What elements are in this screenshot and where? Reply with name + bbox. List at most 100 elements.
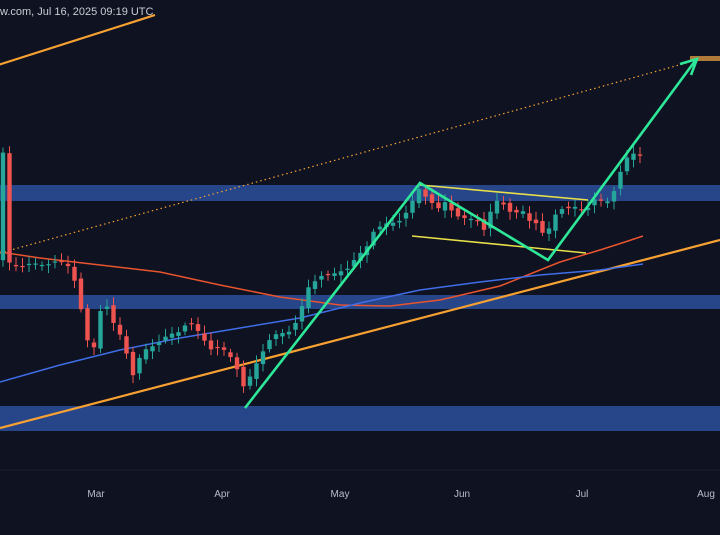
candle-body xyxy=(338,271,344,276)
candle-body xyxy=(442,202,448,211)
candle-body xyxy=(611,191,617,202)
price-zone xyxy=(0,295,720,309)
candle-body xyxy=(403,212,409,219)
candle-body xyxy=(7,153,12,263)
price-zone xyxy=(0,406,720,431)
candle-body xyxy=(59,260,64,263)
candle-body xyxy=(507,202,513,212)
x-tick-label: May xyxy=(331,489,350,500)
candle-body xyxy=(306,287,311,308)
support-resistance-zones xyxy=(0,185,720,431)
candle-body xyxy=(104,306,110,310)
candle-body xyxy=(423,189,428,197)
candle-body xyxy=(39,264,45,267)
projection-arrowhead xyxy=(679,57,700,76)
candle-body xyxy=(468,218,474,221)
target-price-marker xyxy=(690,56,720,61)
candle-body xyxy=(514,209,519,213)
candle-body xyxy=(247,376,253,386)
x-tick-label: Aug xyxy=(697,489,715,500)
channel-lower-line xyxy=(411,235,587,254)
candle-body xyxy=(377,226,383,230)
candle-body xyxy=(33,263,38,265)
candle-body xyxy=(52,261,58,263)
candle-body xyxy=(540,221,545,233)
candle-body xyxy=(631,153,636,160)
candle-body xyxy=(182,325,188,332)
candle-body xyxy=(618,171,623,189)
candle-body xyxy=(228,352,233,358)
candle-body xyxy=(124,336,129,354)
candle-body xyxy=(488,211,493,229)
candle-body xyxy=(156,342,162,346)
candle-body xyxy=(46,264,51,266)
candle-body xyxy=(85,308,90,341)
candle-body xyxy=(20,265,25,268)
candle-body xyxy=(527,213,532,221)
candle-body xyxy=(572,206,578,209)
candle-body xyxy=(215,346,220,349)
price-zone xyxy=(0,185,720,201)
channel-upper-line xyxy=(419,184,589,201)
chart-header-timestamp: w.com, Jul 16, 2025 09:19 UTC xyxy=(0,6,154,18)
candle-body xyxy=(150,346,155,352)
indicator-lines xyxy=(0,13,720,430)
candle-body xyxy=(579,209,584,211)
moving-average-long xyxy=(0,263,644,383)
candle-body xyxy=(390,222,396,226)
lower-trendline xyxy=(0,238,720,430)
x-tick-label: Apr xyxy=(214,489,230,500)
candle-body xyxy=(208,340,214,350)
candle-body xyxy=(254,363,259,379)
candle-body xyxy=(195,324,201,331)
candle-body xyxy=(137,357,142,374)
candle-body xyxy=(111,305,116,323)
candle-body xyxy=(494,200,500,214)
candle-body xyxy=(91,342,97,348)
candle-body xyxy=(605,201,610,204)
candle-body xyxy=(410,200,415,213)
candle-body xyxy=(533,219,539,224)
candle-body xyxy=(624,157,630,172)
candle-body xyxy=(176,332,181,336)
candle-body xyxy=(332,273,337,276)
candle-body xyxy=(299,306,305,322)
candle-body xyxy=(280,333,285,337)
candle-body xyxy=(429,194,435,203)
moving-average-short xyxy=(0,235,644,307)
candle-body xyxy=(286,331,292,335)
candle-body xyxy=(241,366,246,387)
candle-body xyxy=(143,349,149,360)
candle-body xyxy=(26,263,32,266)
candle-body xyxy=(130,351,136,376)
candle-body xyxy=(371,231,376,246)
candle-body xyxy=(293,322,298,330)
time-axis: Mar Apr May Jun Jul Aug xyxy=(87,489,715,500)
candle-body xyxy=(260,351,266,365)
candle-body xyxy=(559,209,565,214)
candle-body xyxy=(325,274,331,276)
candle-body xyxy=(455,208,461,217)
upper-trendline xyxy=(0,13,156,66)
candle-body xyxy=(117,324,123,335)
candle-body xyxy=(351,260,357,267)
candle-body xyxy=(0,152,6,261)
candle-body xyxy=(585,207,591,211)
candle-body xyxy=(163,336,168,341)
candle-body xyxy=(436,202,441,209)
candle-body xyxy=(273,334,279,340)
candle-body xyxy=(98,311,103,349)
x-tick-label: Jul xyxy=(576,489,589,500)
candle-body xyxy=(345,268,350,271)
candle-body xyxy=(72,266,77,281)
candle-body xyxy=(202,333,207,341)
candle-body xyxy=(312,281,318,289)
candle-body xyxy=(546,228,552,234)
candle-body xyxy=(501,202,506,205)
projected-wave-path xyxy=(243,60,697,409)
candlestick-series xyxy=(0,145,643,393)
pattern-drawings xyxy=(243,57,700,409)
candle-body xyxy=(234,357,240,370)
